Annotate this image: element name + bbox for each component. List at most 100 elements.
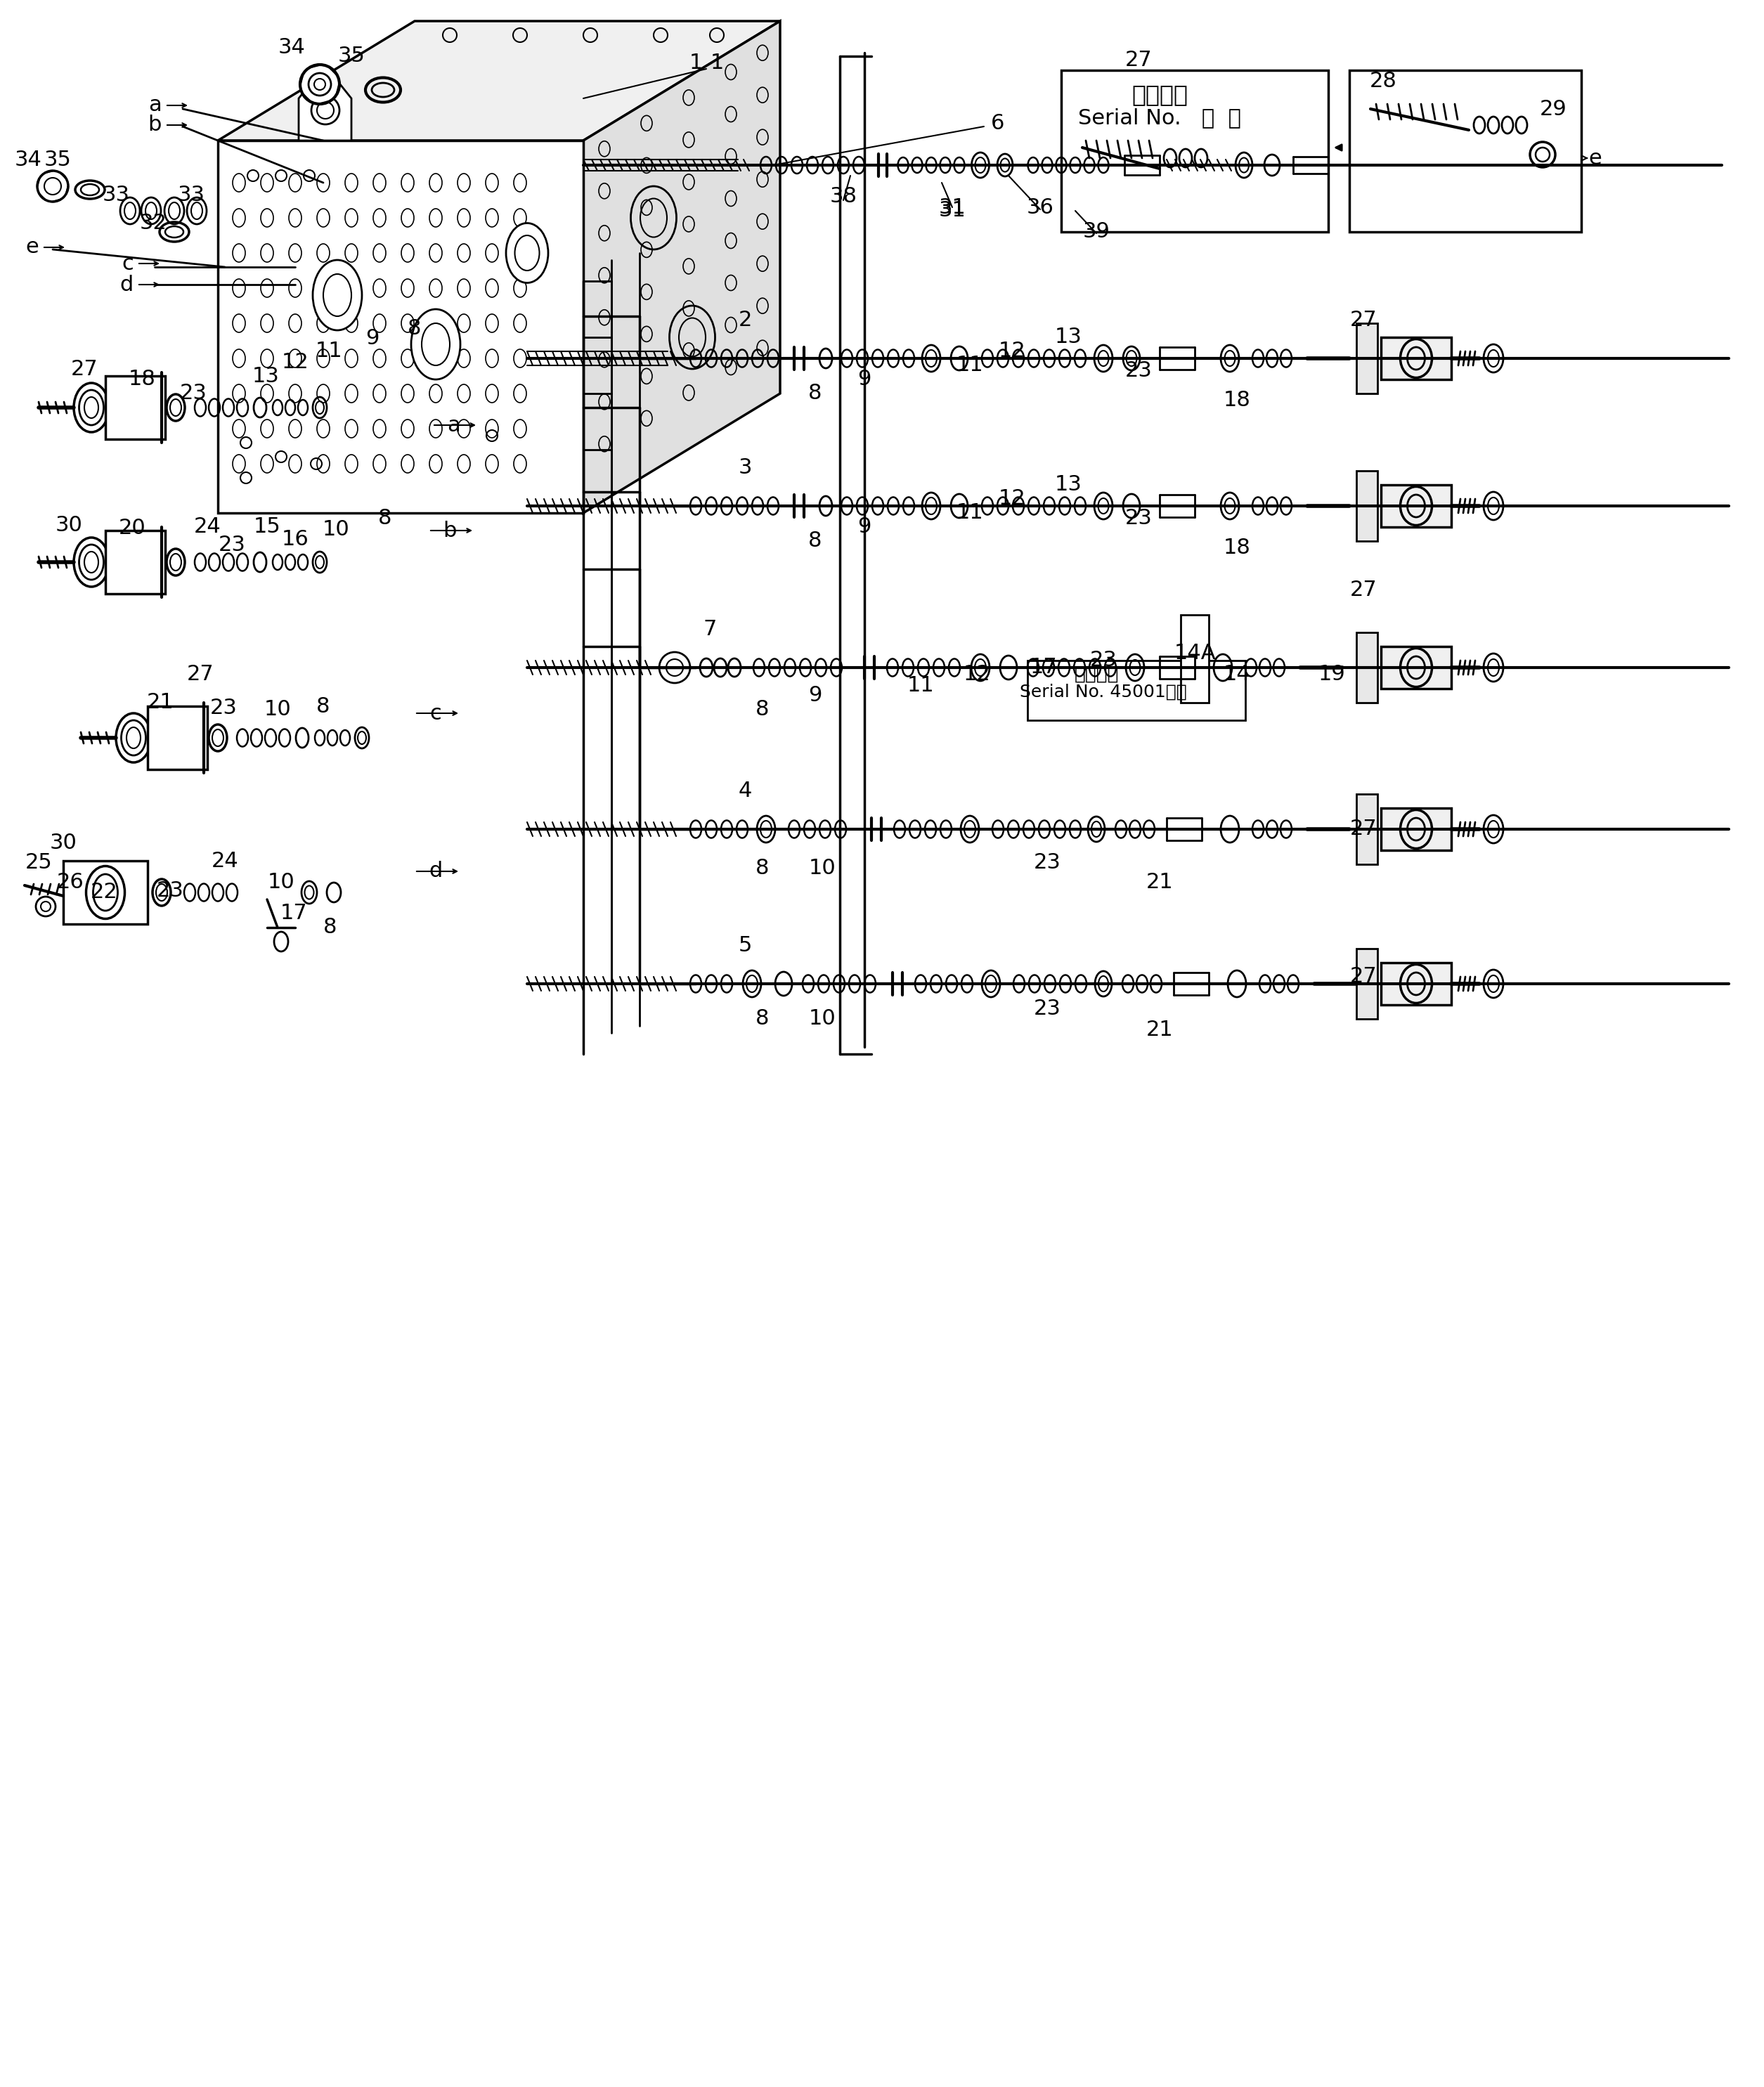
Text: 10: 10 [323, 520, 349, 538]
Text: 適用号機: 適用号機 [1131, 83, 1187, 106]
Bar [1349, 71, 1581, 232]
Bar [1381, 962, 1452, 1004]
Text: 17: 17 [280, 904, 307, 925]
Text: 23: 23 [1090, 651, 1117, 670]
Text: 27: 27 [1125, 50, 1152, 71]
Text: 13: 13 [1055, 328, 1081, 346]
Text: 11: 11 [956, 355, 984, 376]
Text: 18: 18 [1222, 538, 1251, 559]
Text: 8: 8 [407, 319, 422, 338]
Text: 14A: 14A [1173, 643, 1215, 664]
Text: 29: 29 [1540, 98, 1566, 119]
Text: 8: 8 [755, 699, 769, 720]
Text: 23: 23 [1125, 361, 1152, 382]
Ellipse shape [411, 309, 460, 380]
Text: 23: 23 [1125, 509, 1152, 528]
Text: 適用号機: 適用号機 [1074, 666, 1118, 685]
Bar [1381, 484, 1452, 528]
Text: 14: 14 [1222, 664, 1251, 685]
Text: 27: 27 [71, 359, 99, 380]
Text: 9: 9 [857, 369, 871, 390]
Text: 23: 23 [1034, 854, 1060, 872]
Text: a: a [446, 415, 460, 436]
Text: 25: 25 [25, 854, 53, 872]
Text: 21: 21 [1147, 1018, 1173, 1039]
Text: 30: 30 [49, 833, 78, 854]
Text: b: b [443, 520, 457, 541]
Text: 26: 26 [56, 872, 85, 891]
Text: 8: 8 [755, 1008, 769, 1029]
Text: 8: 8 [808, 384, 822, 403]
Bar [1027, 659, 1245, 720]
Text: 3: 3 [737, 457, 751, 478]
Text: 34: 34 [279, 38, 305, 58]
Text: 10: 10 [808, 858, 836, 879]
Text: 35: 35 [337, 46, 365, 67]
Text: 24: 24 [212, 851, 238, 870]
Bar [64, 860, 148, 925]
Text: 2: 2 [737, 309, 751, 330]
Text: a: a [148, 96, 162, 115]
Text: 8: 8 [755, 858, 769, 879]
Text: 27: 27 [1349, 309, 1378, 330]
Text: 38: 38 [829, 186, 857, 207]
Text: 32: 32 [139, 213, 168, 234]
Text: 4: 4 [737, 781, 751, 801]
Text: 33: 33 [178, 186, 205, 205]
Text: 10: 10 [808, 1008, 836, 1029]
Text: 8: 8 [377, 509, 392, 528]
Text: 33: 33 [102, 186, 131, 205]
Text: 27: 27 [1349, 966, 1378, 987]
Text: 21: 21 [1147, 872, 1173, 891]
Text: 18: 18 [1222, 390, 1251, 411]
Text: 1: 1 [690, 52, 702, 73]
Polygon shape [219, 21, 780, 140]
Polygon shape [1357, 472, 1378, 541]
Text: 9: 9 [365, 328, 379, 349]
Polygon shape [1180, 616, 1208, 703]
Text: 11: 11 [316, 340, 342, 361]
Text: 21: 21 [146, 693, 175, 714]
Bar [1381, 808, 1452, 849]
Bar [1381, 647, 1452, 689]
Polygon shape [1357, 323, 1378, 394]
Text: 9: 9 [808, 685, 822, 705]
Text: 13: 13 [252, 367, 279, 386]
Polygon shape [219, 140, 584, 513]
Polygon shape [584, 21, 780, 513]
Text: 31: 31 [938, 196, 967, 217]
Text: 8: 8 [808, 530, 822, 551]
Text: 17: 17 [1030, 657, 1057, 678]
Text: 27: 27 [1349, 580, 1378, 601]
Text: 23: 23 [1034, 998, 1060, 1018]
Text: 23: 23 [157, 881, 183, 902]
Text: Serial No.   ・  ～: Serial No. ・ ～ [1078, 109, 1242, 127]
Text: c: c [430, 703, 441, 724]
Text: 6: 6 [991, 113, 1005, 134]
Text: e: e [1589, 148, 1602, 169]
Ellipse shape [312, 261, 362, 330]
Text: 28: 28 [1369, 71, 1397, 92]
Text: 20: 20 [118, 518, 146, 538]
Text: 5: 5 [737, 935, 751, 956]
Text: 27: 27 [1349, 818, 1378, 839]
Text: c: c [122, 253, 134, 273]
Text: 10: 10 [265, 699, 291, 720]
Bar [106, 530, 166, 595]
Text: 12: 12 [963, 664, 991, 685]
Text: 7: 7 [704, 620, 716, 641]
Polygon shape [1357, 950, 1378, 1018]
Circle shape [37, 171, 69, 202]
Text: 18: 18 [129, 369, 155, 390]
Text: 12: 12 [282, 353, 309, 374]
Polygon shape [298, 81, 351, 140]
Text: 13: 13 [1055, 474, 1081, 495]
Text: 16: 16 [282, 530, 309, 549]
Text: 31: 31 [938, 200, 967, 221]
Text: 8: 8 [316, 697, 330, 716]
Text: 36: 36 [1027, 196, 1053, 217]
Text: 12: 12 [998, 340, 1025, 361]
Text: 10: 10 [268, 872, 295, 891]
Ellipse shape [506, 223, 549, 284]
Text: 39: 39 [1083, 221, 1110, 242]
